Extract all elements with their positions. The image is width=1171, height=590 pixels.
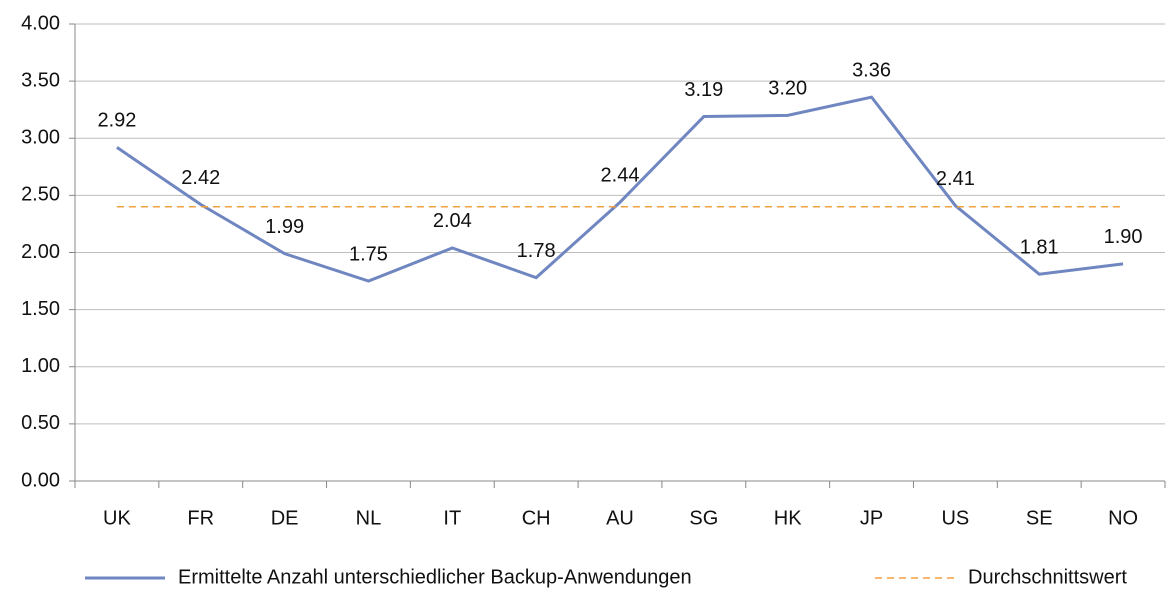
data-label: 1.75 — [349, 243, 388, 265]
y-tick-label: 3.00 — [21, 127, 60, 149]
x-tick-label: DE — [271, 507, 299, 529]
x-tick-label: US — [941, 507, 969, 529]
data-label: 1.99 — [265, 216, 304, 238]
data-label: 3.20 — [768, 78, 807, 100]
data-label: 3.36 — [852, 59, 891, 81]
data-label: 2.44 — [601, 165, 640, 187]
data-label: 1.90 — [1104, 226, 1143, 248]
x-tick-label: NO — [1108, 507, 1138, 529]
y-tick-label: 2.50 — [21, 184, 60, 206]
data-label: 3.19 — [684, 79, 723, 101]
y-tick-label: 0.50 — [21, 412, 60, 434]
y-tick-label: 3.50 — [21, 69, 60, 91]
x-tick-label: FR — [187, 507, 214, 529]
y-tick-label: 4.00 — [21, 12, 60, 34]
x-tick-label: CH — [522, 507, 551, 529]
legend-label: Durchschnittswert — [968, 566, 1127, 588]
y-tick-label: 1.00 — [21, 355, 60, 377]
data-label: 1.81 — [1020, 236, 1059, 258]
legend-label: Ermittelte Anzahl unterschiedlicher Back… — [178, 566, 692, 588]
x-tick-label: JP — [860, 507, 883, 529]
x-tick-label: UK — [103, 507, 131, 529]
data-label: 2.92 — [97, 110, 136, 132]
y-tick-label: 2.00 — [21, 241, 60, 263]
data-label: 2.42 — [181, 167, 220, 189]
y-tick-label: 0.00 — [21, 469, 60, 491]
data-label: 1.78 — [517, 240, 556, 262]
data-label: 2.41 — [936, 168, 975, 190]
x-tick-label: HK — [774, 507, 802, 529]
x-tick-label: IT — [443, 507, 461, 529]
data-label: 2.04 — [433, 210, 472, 232]
x-tick-label: NL — [356, 507, 382, 529]
y-tick-label: 1.50 — [21, 298, 60, 320]
series-line — [116, 95, 1124, 283]
x-tick-label: AU — [606, 507, 634, 529]
x-tick-label: SE — [1026, 507, 1053, 529]
x-tick-label: SG — [689, 507, 718, 529]
